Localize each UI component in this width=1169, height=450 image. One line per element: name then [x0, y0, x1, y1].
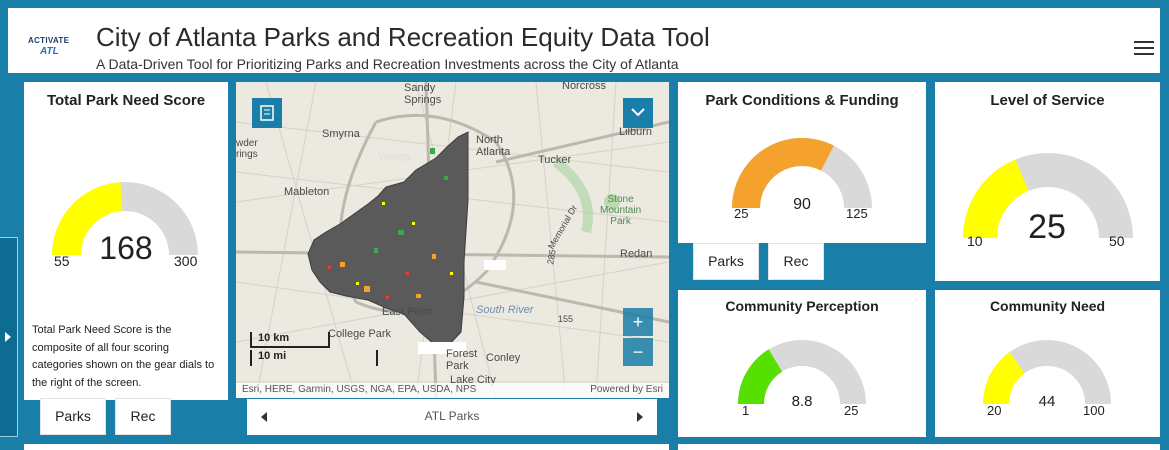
next-arrow-icon[interactable]	[637, 412, 643, 422]
map-label-vinings: Vinings	[378, 152, 411, 163]
total-need-description: Total Park Need Score is the composite o…	[32, 324, 215, 389]
chevron-down-icon	[631, 108, 645, 117]
conditions-title: Park Conditions & Funding	[705, 92, 899, 109]
map-label-north-atlanta: North Atlanta	[476, 134, 511, 158]
map-label-forest-park: Forest Park	[446, 348, 478, 372]
total-need-min: 55	[54, 253, 70, 269]
zoom-in-button[interactable]: +	[623, 308, 653, 336]
app-header: ACTIVATE ATL City of Atlanta Parks and R…	[8, 8, 1160, 73]
map-label-sandy-springs: Sandy Springs	[404, 82, 442, 106]
side-panel-toggle[interactable]	[0, 237, 18, 437]
page-subtitle: A Data-Driven Tool for Prioritizing Park…	[96, 56, 679, 72]
total-tab-parks[interactable]: Parks	[40, 398, 106, 435]
map-layers-button[interactable]	[252, 98, 282, 128]
total-need-gauge-fill	[52, 182, 123, 256]
conditions-card: Park Conditions & Funding 90 25 125	[678, 82, 926, 243]
perception-max: 25	[844, 403, 859, 418]
service-gauge	[963, 153, 1133, 239]
scale-bar-km: 10 km	[250, 332, 330, 348]
service-min: 10	[967, 233, 983, 249]
conditions-tab-rec[interactable]: Rec	[768, 243, 824, 280]
perception-title: Community Perception	[725, 298, 879, 314]
total-need-title: Total Park Need Score	[46, 92, 206, 109]
zoom-out-button[interactable]: −	[623, 338, 653, 366]
map-label-norcross: Norcross	[562, 82, 607, 92]
conditions-max: 125	[846, 206, 868, 221]
map-label-college-park: College Park	[328, 328, 391, 340]
map-label-mableton: Mableton	[284, 186, 330, 198]
need-min: 20	[987, 403, 1002, 418]
map-label-south-river: South River	[476, 304, 534, 316]
page-title: City of Atlanta Parks and Recreation Equ…	[96, 22, 710, 52]
map-attribution: Esri, HERE, Garmin, USGS, NGA, EPA, USDA…	[236, 383, 669, 398]
need-gauge-fill	[983, 352, 1026, 405]
map-basemap	[236, 82, 669, 398]
total-need-max: 300	[174, 253, 198, 269]
scale-bar-mi: 10 mi	[250, 350, 378, 366]
need-gauge	[983, 340, 1111, 405]
conditions-gauge-fill	[732, 138, 834, 209]
map-label-smyrna: Smyrna	[322, 128, 360, 140]
bottom-panel-left	[24, 444, 669, 450]
total-need-card: Total Park Need Score 168 55 300 Total P…	[24, 82, 228, 400]
map-view[interactable]: Sandy Springs Norcross Smyrna North Atlant…	[236, 82, 669, 398]
service-max: 50	[1109, 233, 1125, 249]
layers-icon	[260, 105, 274, 121]
conditions-tab-parks[interactable]: Parks	[693, 243, 759, 280]
conditions-value: 90	[793, 196, 811, 213]
need-value: 44	[1038, 393, 1056, 410]
map-label-conley: Conley	[486, 352, 521, 364]
total-need-gauge	[52, 182, 198, 256]
map-label-tucker: Tucker	[538, 154, 572, 166]
map-label-powder-springs: wder rings	[236, 138, 258, 160]
total-need-value: 168	[99, 230, 153, 266]
perception-card: Community Perception 8.8 1 25	[678, 290, 926, 437]
map-label-i155: 155	[558, 314, 574, 324]
activate-atl-logo: ACTIVATE ATL	[28, 36, 70, 57]
chevron-right-icon	[5, 332, 11, 342]
conditions-min: 25	[734, 206, 749, 221]
service-value: 25	[1028, 208, 1066, 246]
map-label-stone-mountain: Stone Mountain Park	[600, 194, 642, 227]
service-title: Level of Service	[990, 92, 1105, 109]
conditions-gauge	[732, 138, 872, 209]
need-card: Community Need 44 20 100	[935, 290, 1160, 437]
powered-by-esri[interactable]: Powered by Esri	[590, 384, 663, 395]
map-label-lilburn: Lilburn	[619, 126, 653, 138]
feature-navigator: ATL Parks	[247, 399, 657, 435]
bottom-panel-right	[678, 444, 1160, 450]
hamburger-menu-icon[interactable]	[1134, 39, 1154, 57]
need-max: 100	[1083, 403, 1105, 418]
map-expand-button[interactable]	[623, 98, 653, 128]
service-gauge-fill	[963, 159, 1030, 239]
need-title: Community Need	[989, 298, 1106, 314]
perception-value: 8.8	[791, 393, 813, 410]
atlanta-city-boundary	[307, 131, 469, 349]
feature-label: ATL Parks	[424, 409, 480, 423]
service-card: Level of Service 25 10 50	[935, 82, 1160, 281]
perception-min: 1	[742, 403, 750, 418]
map-label-redan: Redan	[620, 248, 653, 260]
perception-gauge	[738, 340, 866, 405]
perception-gauge-fill	[738, 349, 783, 405]
map-label-east-point: East Point	[382, 306, 433, 318]
total-tab-rec[interactable]: Rec	[115, 398, 171, 435]
prev-arrow-icon[interactable]	[261, 412, 267, 422]
